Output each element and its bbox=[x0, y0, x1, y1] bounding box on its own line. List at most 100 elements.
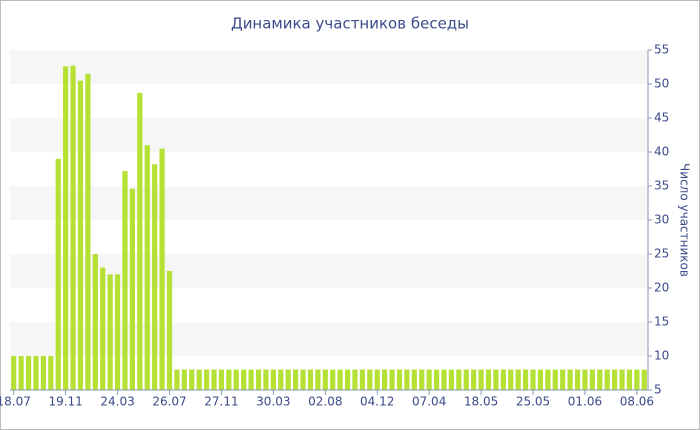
grid-band bbox=[10, 322, 648, 356]
bar bbox=[560, 369, 566, 390]
x-tick-label: 27.11 bbox=[204, 395, 238, 409]
bar bbox=[359, 369, 365, 390]
y-tick-label: 10 bbox=[654, 349, 669, 363]
y-tick-label: 45 bbox=[654, 111, 669, 125]
bar bbox=[574, 369, 581, 390]
bar bbox=[337, 369, 343, 390]
bar bbox=[597, 369, 603, 390]
bar bbox=[270, 369, 276, 390]
x-tick-label: 08.06 bbox=[620, 395, 654, 409]
bar bbox=[567, 369, 573, 390]
bar bbox=[255, 369, 262, 390]
bar bbox=[100, 267, 106, 390]
grid-band bbox=[10, 186, 648, 220]
bar bbox=[582, 369, 588, 390]
x-tick-label: 19.11 bbox=[48, 395, 82, 409]
x-tick-label: 18.07 bbox=[0, 395, 31, 409]
bar bbox=[433, 369, 440, 390]
bar bbox=[25, 356, 32, 390]
grid-band bbox=[10, 50, 648, 84]
y-tick-label: 50 bbox=[654, 77, 669, 91]
bar bbox=[203, 369, 210, 390]
bar bbox=[508, 369, 514, 390]
bar bbox=[196, 369, 202, 390]
bar bbox=[612, 369, 618, 390]
bar bbox=[352, 369, 358, 390]
y-tick-label: 20 bbox=[654, 281, 669, 295]
x-tick-label: 07.04 bbox=[412, 395, 446, 409]
bar bbox=[85, 73, 91, 391]
bar bbox=[248, 369, 254, 390]
bar bbox=[626, 369, 633, 390]
bar bbox=[619, 369, 625, 390]
bar bbox=[448, 369, 455, 390]
bar bbox=[478, 369, 484, 390]
bar bbox=[315, 369, 321, 390]
bar bbox=[641, 369, 647, 390]
x-tick-label: 25.05 bbox=[516, 395, 550, 409]
bar bbox=[426, 369, 432, 390]
x-tick-label: 04.12 bbox=[360, 395, 394, 409]
bar bbox=[530, 369, 536, 390]
bar bbox=[241, 369, 247, 390]
y-tick-label: 30 bbox=[654, 213, 669, 227]
bar bbox=[226, 369, 232, 390]
bar bbox=[152, 164, 158, 390]
y-tick-label: 55 bbox=[654, 43, 669, 57]
x-tick-label: 24.03 bbox=[100, 395, 134, 409]
bar bbox=[367, 369, 373, 390]
bar bbox=[137, 92, 143, 390]
y-tick-label: 35 bbox=[654, 179, 669, 193]
bar bbox=[166, 271, 173, 390]
bar bbox=[411, 369, 417, 390]
bar bbox=[374, 369, 380, 390]
bar bbox=[263, 369, 269, 390]
bar bbox=[500, 369, 506, 390]
bar bbox=[122, 171, 128, 390]
bar bbox=[233, 369, 239, 390]
bar bbox=[285, 369, 291, 390]
bar bbox=[181, 369, 187, 390]
bar bbox=[77, 80, 84, 390]
x-tick-label: 02.08 bbox=[308, 395, 342, 409]
bar bbox=[159, 148, 165, 390]
x-tick-label: 01.06 bbox=[568, 395, 602, 409]
y-tick-label: 40 bbox=[654, 145, 669, 159]
x-tick-label: 30.03 bbox=[256, 395, 290, 409]
bar bbox=[300, 369, 306, 390]
bar bbox=[63, 66, 69, 390]
bar bbox=[382, 369, 388, 390]
bar bbox=[389, 369, 395, 390]
x-tick-label: 26.07 bbox=[152, 395, 186, 409]
bar bbox=[114, 274, 121, 390]
grid-band bbox=[10, 254, 648, 288]
bar bbox=[493, 369, 499, 390]
bar bbox=[441, 369, 447, 390]
bar bbox=[344, 369, 351, 390]
bar bbox=[545, 369, 551, 390]
bar bbox=[211, 369, 217, 390]
bar bbox=[189, 369, 195, 390]
bar bbox=[40, 356, 46, 390]
bar bbox=[218, 369, 225, 390]
bar bbox=[463, 369, 469, 390]
bar bbox=[174, 369, 180, 390]
bar bbox=[144, 145, 150, 390]
bar bbox=[70, 65, 76, 390]
bar bbox=[11, 356, 17, 390]
bar bbox=[396, 369, 403, 390]
bar bbox=[537, 369, 544, 390]
bar bbox=[634, 369, 640, 390]
y-tick-label: 5 bbox=[654, 383, 662, 397]
grid-band bbox=[10, 118, 648, 152]
bar bbox=[522, 369, 529, 390]
bar bbox=[33, 356, 39, 390]
bar bbox=[278, 369, 284, 390]
bar bbox=[419, 369, 425, 390]
bar bbox=[330, 369, 336, 390]
bar bbox=[18, 356, 24, 390]
bar bbox=[404, 369, 410, 390]
bar bbox=[293, 369, 299, 390]
bar bbox=[55, 158, 61, 390]
bar bbox=[129, 188, 136, 390]
